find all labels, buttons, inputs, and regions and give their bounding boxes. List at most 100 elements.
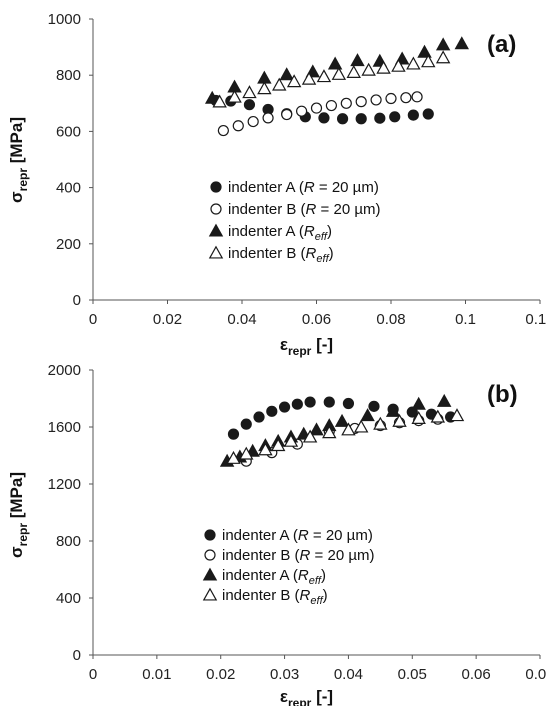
data-point [286, 74, 302, 88]
data-point [279, 67, 294, 81]
data-point [389, 111, 401, 123]
legend-marker [204, 529, 216, 541]
data-point [454, 36, 469, 50]
x-tick-label: 0.12 [525, 311, 547, 328]
data-point [239, 446, 254, 460]
data-point [342, 397, 355, 410]
data-point [422, 108, 434, 120]
y-tick-label: 1200 [48, 476, 81, 493]
series-3 [226, 408, 465, 464]
data-point [232, 120, 244, 132]
x-tick-label: 0.08 [376, 311, 405, 328]
data-point [374, 112, 386, 124]
data-point [258, 442, 273, 456]
data-point [270, 438, 286, 452]
legend-entry: indenter B (Reff) [228, 245, 334, 265]
series-1 [217, 91, 423, 137]
data-point [370, 94, 382, 106]
panel-label: (b) [487, 381, 518, 408]
data-point [385, 92, 397, 105]
legend-entry: indenter A (R = 20 µm) [228, 179, 379, 196]
data-point [323, 396, 335, 408]
data-point [373, 416, 388, 430]
data-point [400, 92, 412, 104]
data-point [304, 396, 316, 408]
x-tick-label: 0.02 [206, 666, 235, 683]
data-point [385, 403, 401, 417]
data-point [391, 58, 406, 72]
data-point [283, 433, 299, 447]
legend-marker [210, 181, 222, 193]
data-point [353, 419, 369, 433]
data-point [262, 112, 274, 124]
y-tick-label: 1600 [48, 419, 81, 436]
y-tick-label: 0 [73, 292, 81, 309]
data-point [449, 408, 465, 422]
data-point [435, 37, 451, 51]
y-axis-label: σrepr [MPa] [7, 117, 30, 203]
x-tick-label: 0.06 [462, 666, 491, 683]
data-point [272, 77, 287, 91]
data-point [301, 71, 317, 85]
data-point [322, 425, 337, 439]
x-tick-label: 0.02 [153, 311, 182, 328]
data-point [212, 94, 227, 108]
data-point [243, 99, 256, 111]
data-point [350, 53, 365, 67]
data-point [417, 44, 432, 58]
data-point [341, 422, 356, 436]
data-point [331, 66, 347, 80]
data-point [266, 405, 278, 417]
series-2 [204, 36, 469, 104]
data-point [436, 393, 452, 407]
y-axis-label: σrepr [MPa] [7, 472, 30, 558]
x-tick-label: 0.07 [525, 666, 547, 683]
legend-entry: indenter A (Reff) [222, 567, 326, 587]
legend-entry: indenter B (R = 20 µm) [222, 547, 374, 564]
series-0 [210, 94, 434, 125]
data-point [411, 396, 426, 410]
data-point [204, 90, 220, 104]
data-point [310, 102, 323, 114]
data-point [392, 413, 407, 427]
data-point [296, 105, 308, 117]
data-point [421, 54, 436, 68]
data-point [309, 422, 324, 436]
y-tick-label: 2000 [48, 362, 81, 379]
x-tick-label: 0.05 [398, 666, 427, 683]
y-tick-label: 600 [56, 123, 81, 140]
data-point [302, 429, 318, 443]
data-point [257, 81, 272, 95]
x-tick-label: 0.01 [142, 666, 171, 683]
data-point [278, 401, 291, 413]
x-axis-label: εrepr [-] [280, 687, 333, 706]
data-point [376, 60, 391, 74]
data-point [291, 398, 303, 410]
legend-marker [208, 245, 224, 259]
panel-label: (a) [487, 31, 516, 58]
y-tick-label: 200 [56, 236, 81, 253]
y-tick-label: 800 [56, 67, 81, 84]
data-point [411, 411, 426, 425]
x-tick-label: 0.03 [270, 666, 299, 683]
data-point [435, 50, 451, 64]
data-point [247, 115, 259, 128]
data-point [253, 411, 265, 423]
chart-panel-b: 0 0.01 0.02 0.03 0.04 0.05 0.06 0.07 0 400 800 1200… [7, 362, 547, 706]
data-point [327, 56, 343, 70]
y-tick-label: 0 [73, 647, 81, 664]
data-point [227, 428, 240, 440]
y-tick-label: 1000 [48, 11, 81, 28]
data-point [227, 89, 242, 103]
legend-marker [202, 567, 218, 581]
x-tick-label: 0 [89, 311, 97, 328]
data-point [430, 409, 446, 423]
data-point [346, 64, 361, 78]
data-point [340, 97, 352, 109]
data-point [411, 91, 423, 103]
data-point [407, 109, 419, 121]
data-point [355, 113, 367, 125]
legend-marker [204, 549, 216, 561]
y-tick-label: 400 [56, 590, 81, 607]
